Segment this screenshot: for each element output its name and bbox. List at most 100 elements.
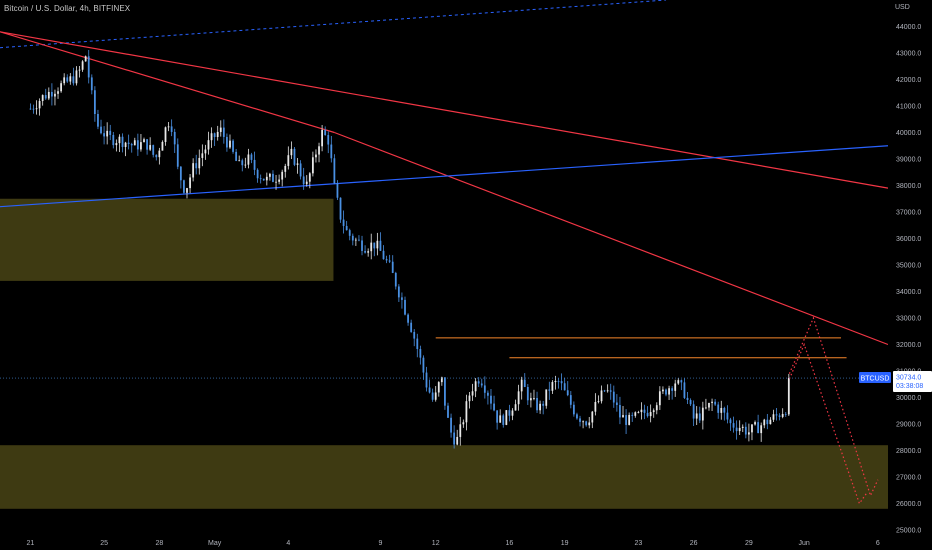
trendline-3[interactable] [0,31,889,189]
candle [579,415,581,427]
candle [189,173,191,194]
candle [87,49,90,84]
candle [419,345,422,365]
candle [711,398,713,411]
price-tick-label: 25000.0 [896,528,921,535]
projection-path-2[interactable] [788,342,868,505]
candle [210,127,213,148]
candle [256,168,259,183]
candle [308,172,311,189]
candle [299,160,302,180]
candle [493,395,495,412]
candle [382,245,385,260]
candle [281,169,284,187]
candle [124,141,127,157]
candle [717,401,720,419]
candle [431,388,434,402]
candle [563,377,566,391]
candle [447,402,449,419]
candle [364,245,366,254]
candle [204,144,207,160]
candle [499,409,502,423]
candle [278,174,281,185]
candle [410,319,413,333]
candle [318,142,320,163]
candle [692,400,695,427]
candle [585,420,588,427]
candle [247,148,250,169]
price-axis[interactable] [888,0,932,550]
candle [523,373,526,388]
time-tick-label: 16 [506,540,514,547]
candle [305,175,308,187]
candle [591,410,594,429]
candle [652,408,655,418]
candle [655,402,658,415]
candle [787,373,790,417]
candle [576,412,578,420]
candle [511,408,514,421]
time-tick-label: May [208,540,222,547]
candle [609,383,612,400]
price-tick-label: 33000.0 [896,316,921,323]
candle [545,389,548,409]
candle [351,233,354,246]
candle [483,376,486,399]
candle [330,135,333,163]
candle [146,139,148,155]
candle [219,120,222,137]
time-axis[interactable] [0,533,888,550]
candle [265,172,268,186]
candle [161,140,164,151]
candle [671,386,674,400]
candle [763,418,766,429]
candle [705,398,707,410]
price-tick-label: 27000.0 [896,475,921,482]
candle [32,104,35,114]
candle [437,381,440,397]
candle [401,292,403,309]
supply-zone[interactable] [0,198,334,281]
time-tick-label: 4 [286,540,290,547]
candle [155,154,158,161]
candle [106,122,109,145]
candle [275,175,277,190]
candle [502,413,505,428]
candle [551,380,554,394]
candle [115,139,118,152]
candle [646,406,649,418]
time-tick-label: 26 [690,540,698,547]
trendline-4[interactable] [0,145,889,208]
candle [520,376,523,400]
candle [109,124,112,141]
trendline-2[interactable] [334,131,889,346]
candle [772,409,775,422]
trendline-1[interactable] [0,31,335,134]
candle [404,296,406,316]
candle [637,410,640,414]
candle [397,284,400,302]
candle [619,396,621,425]
price-tick-label: 39000.0 [896,157,921,164]
candle [44,88,47,100]
demand-zone[interactable] [0,445,888,509]
candle [784,412,787,417]
candle [781,408,784,419]
candle [526,383,529,405]
candle [207,131,210,155]
candle [170,119,173,137]
candle [253,151,256,176]
time-tick-label: 25 [100,540,108,547]
candle [226,133,228,152]
candle [186,187,188,199]
candle [735,420,738,440]
candle [41,94,44,106]
candle [514,399,517,411]
candle [229,134,231,149]
candle [385,255,388,264]
time-tick-label: 9 [378,540,382,547]
candle [118,134,121,152]
candle [689,398,692,407]
